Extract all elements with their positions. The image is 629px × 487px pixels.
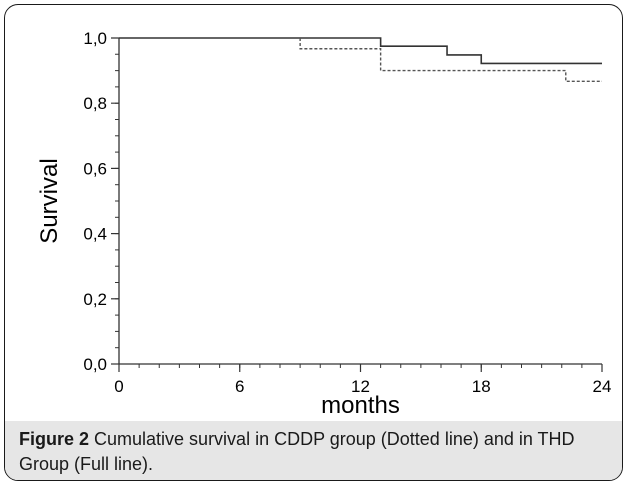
figure-caption: Figure 2 Cumulative survival in CDDP gro… xyxy=(5,421,622,480)
x-tick-label: 18 xyxy=(472,377,491,396)
x-tick-label: 0 xyxy=(114,377,123,396)
figure-frame: 0,0 0,2 0,4 0,6 0,8 1,0 0 6 12 18 24 months Survival… xyxy=(4,4,623,481)
caption-label: Figure 2 xyxy=(19,429,90,449)
y-tick-label: 0,6 xyxy=(83,159,107,178)
y-tick-label: 0,2 xyxy=(83,290,107,309)
caption-text: Cumulative survival in CDDP group (Dotte… xyxy=(19,429,575,474)
x-tick-label: 12 xyxy=(351,377,370,396)
chart-area: 0,0 0,2 0,4 0,6 0,8 1,0 0 6 12 18 24 months Survival xyxy=(5,5,622,420)
y-axis-title: Survival xyxy=(36,158,63,243)
series-line-cddp xyxy=(299,38,602,83)
y-tick-label: 0,0 xyxy=(83,355,107,374)
series-line-thd xyxy=(119,37,602,65)
y-tick-label: 0,8 xyxy=(83,94,107,113)
x-tick-label: 24 xyxy=(593,377,612,396)
survival-chart: 0,0 0,2 0,4 0,6 0,8 1,0 0 6 12 18 24 months Survival xyxy=(36,29,612,419)
x-tick-label: 6 xyxy=(235,377,244,396)
x-axis-title: months xyxy=(321,392,400,419)
y-tick-label: 1,0 xyxy=(83,29,107,48)
y-tick-label: 0,4 xyxy=(83,225,107,244)
